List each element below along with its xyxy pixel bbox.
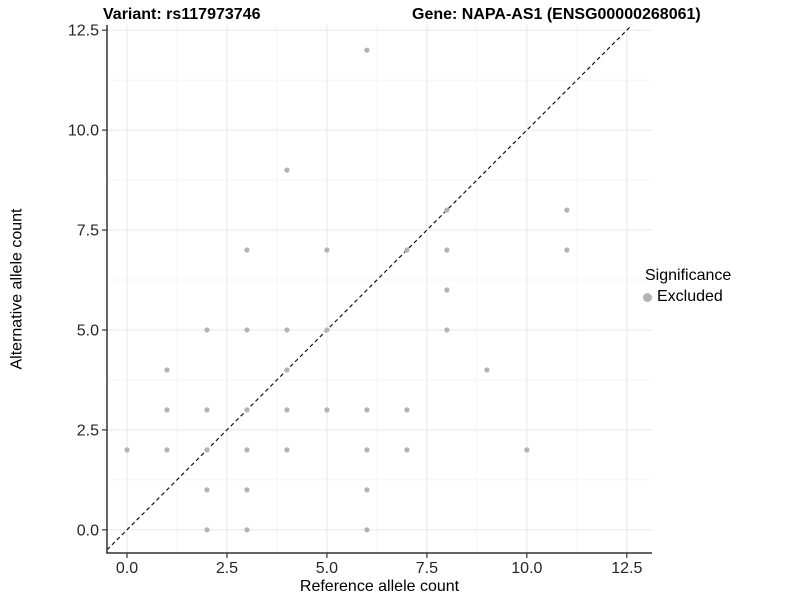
data-point [204, 527, 210, 533]
data-point [164, 447, 170, 453]
y-axis-tick-label: 7.5 [77, 223, 99, 240]
y-axis-tick-label: 2.5 [77, 422, 99, 439]
data-point [364, 527, 370, 533]
data-point [204, 487, 210, 493]
legend: Significance Excluded [643, 267, 731, 306]
identity-line [106, 24, 633, 551]
excluded-point-icon [643, 292, 652, 302]
x-axis-tick-label: 10.0 [511, 560, 542, 577]
data-point [564, 247, 570, 253]
data-point [404, 447, 410, 453]
data-point [324, 327, 330, 333]
data-point [324, 407, 330, 413]
data-point [284, 367, 290, 373]
data-point [404, 247, 410, 253]
data-point [364, 407, 370, 413]
variant-title: Variant: rs117973746 [103, 6, 261, 23]
y-axis-tick-label: 12.5 [68, 23, 99, 40]
legend-item-label: Excluded [657, 288, 723, 305]
legend-title: Significance [645, 267, 732, 284]
data-point [284, 447, 290, 453]
legend-item-excluded: Excluded [643, 288, 731, 306]
data-point [524, 447, 530, 453]
x-axis-tick-label: 0.0 [116, 560, 138, 577]
data-point [164, 407, 170, 413]
data-point [364, 487, 370, 493]
data-point [564, 207, 570, 213]
data-point [244, 327, 250, 333]
data-point [244, 447, 250, 453]
y-axis-tick-label: 0.0 [77, 522, 99, 539]
data-point [444, 327, 450, 333]
data-point [244, 487, 250, 493]
data-point [364, 447, 370, 453]
data-point [244, 527, 250, 533]
x-axis-tick-label: 7.5 [416, 560, 438, 577]
data-point [164, 367, 170, 373]
data-point [284, 407, 290, 413]
data-point [244, 407, 250, 413]
data-point [124, 447, 130, 453]
data-point [284, 327, 290, 333]
y-axis-title: Alternative allele count [8, 208, 26, 370]
x-axis-tick-label: 12.5 [611, 560, 642, 577]
data-point [364, 47, 370, 53]
gene-title: Gene: NAPA-AS1 (ENSG00000268061) [412, 6, 701, 23]
data-point [444, 207, 450, 213]
data-point [244, 247, 250, 253]
y-axis-tick-label: 5.0 [77, 322, 99, 339]
x-axis-tick-label: 2.5 [216, 560, 238, 577]
x-axis-title: Reference allele count [299, 578, 460, 595]
data-point [404, 407, 410, 413]
data-point [484, 367, 490, 373]
data-point [204, 407, 210, 413]
data-point [324, 247, 330, 253]
data-point [204, 447, 210, 453]
y-axis-tick-label: 10.0 [68, 123, 99, 140]
data-point [444, 287, 450, 293]
x-axis-tick-label: 5.0 [316, 560, 338, 577]
data-point [204, 327, 210, 333]
data-point [444, 247, 450, 253]
data-point [284, 167, 290, 173]
